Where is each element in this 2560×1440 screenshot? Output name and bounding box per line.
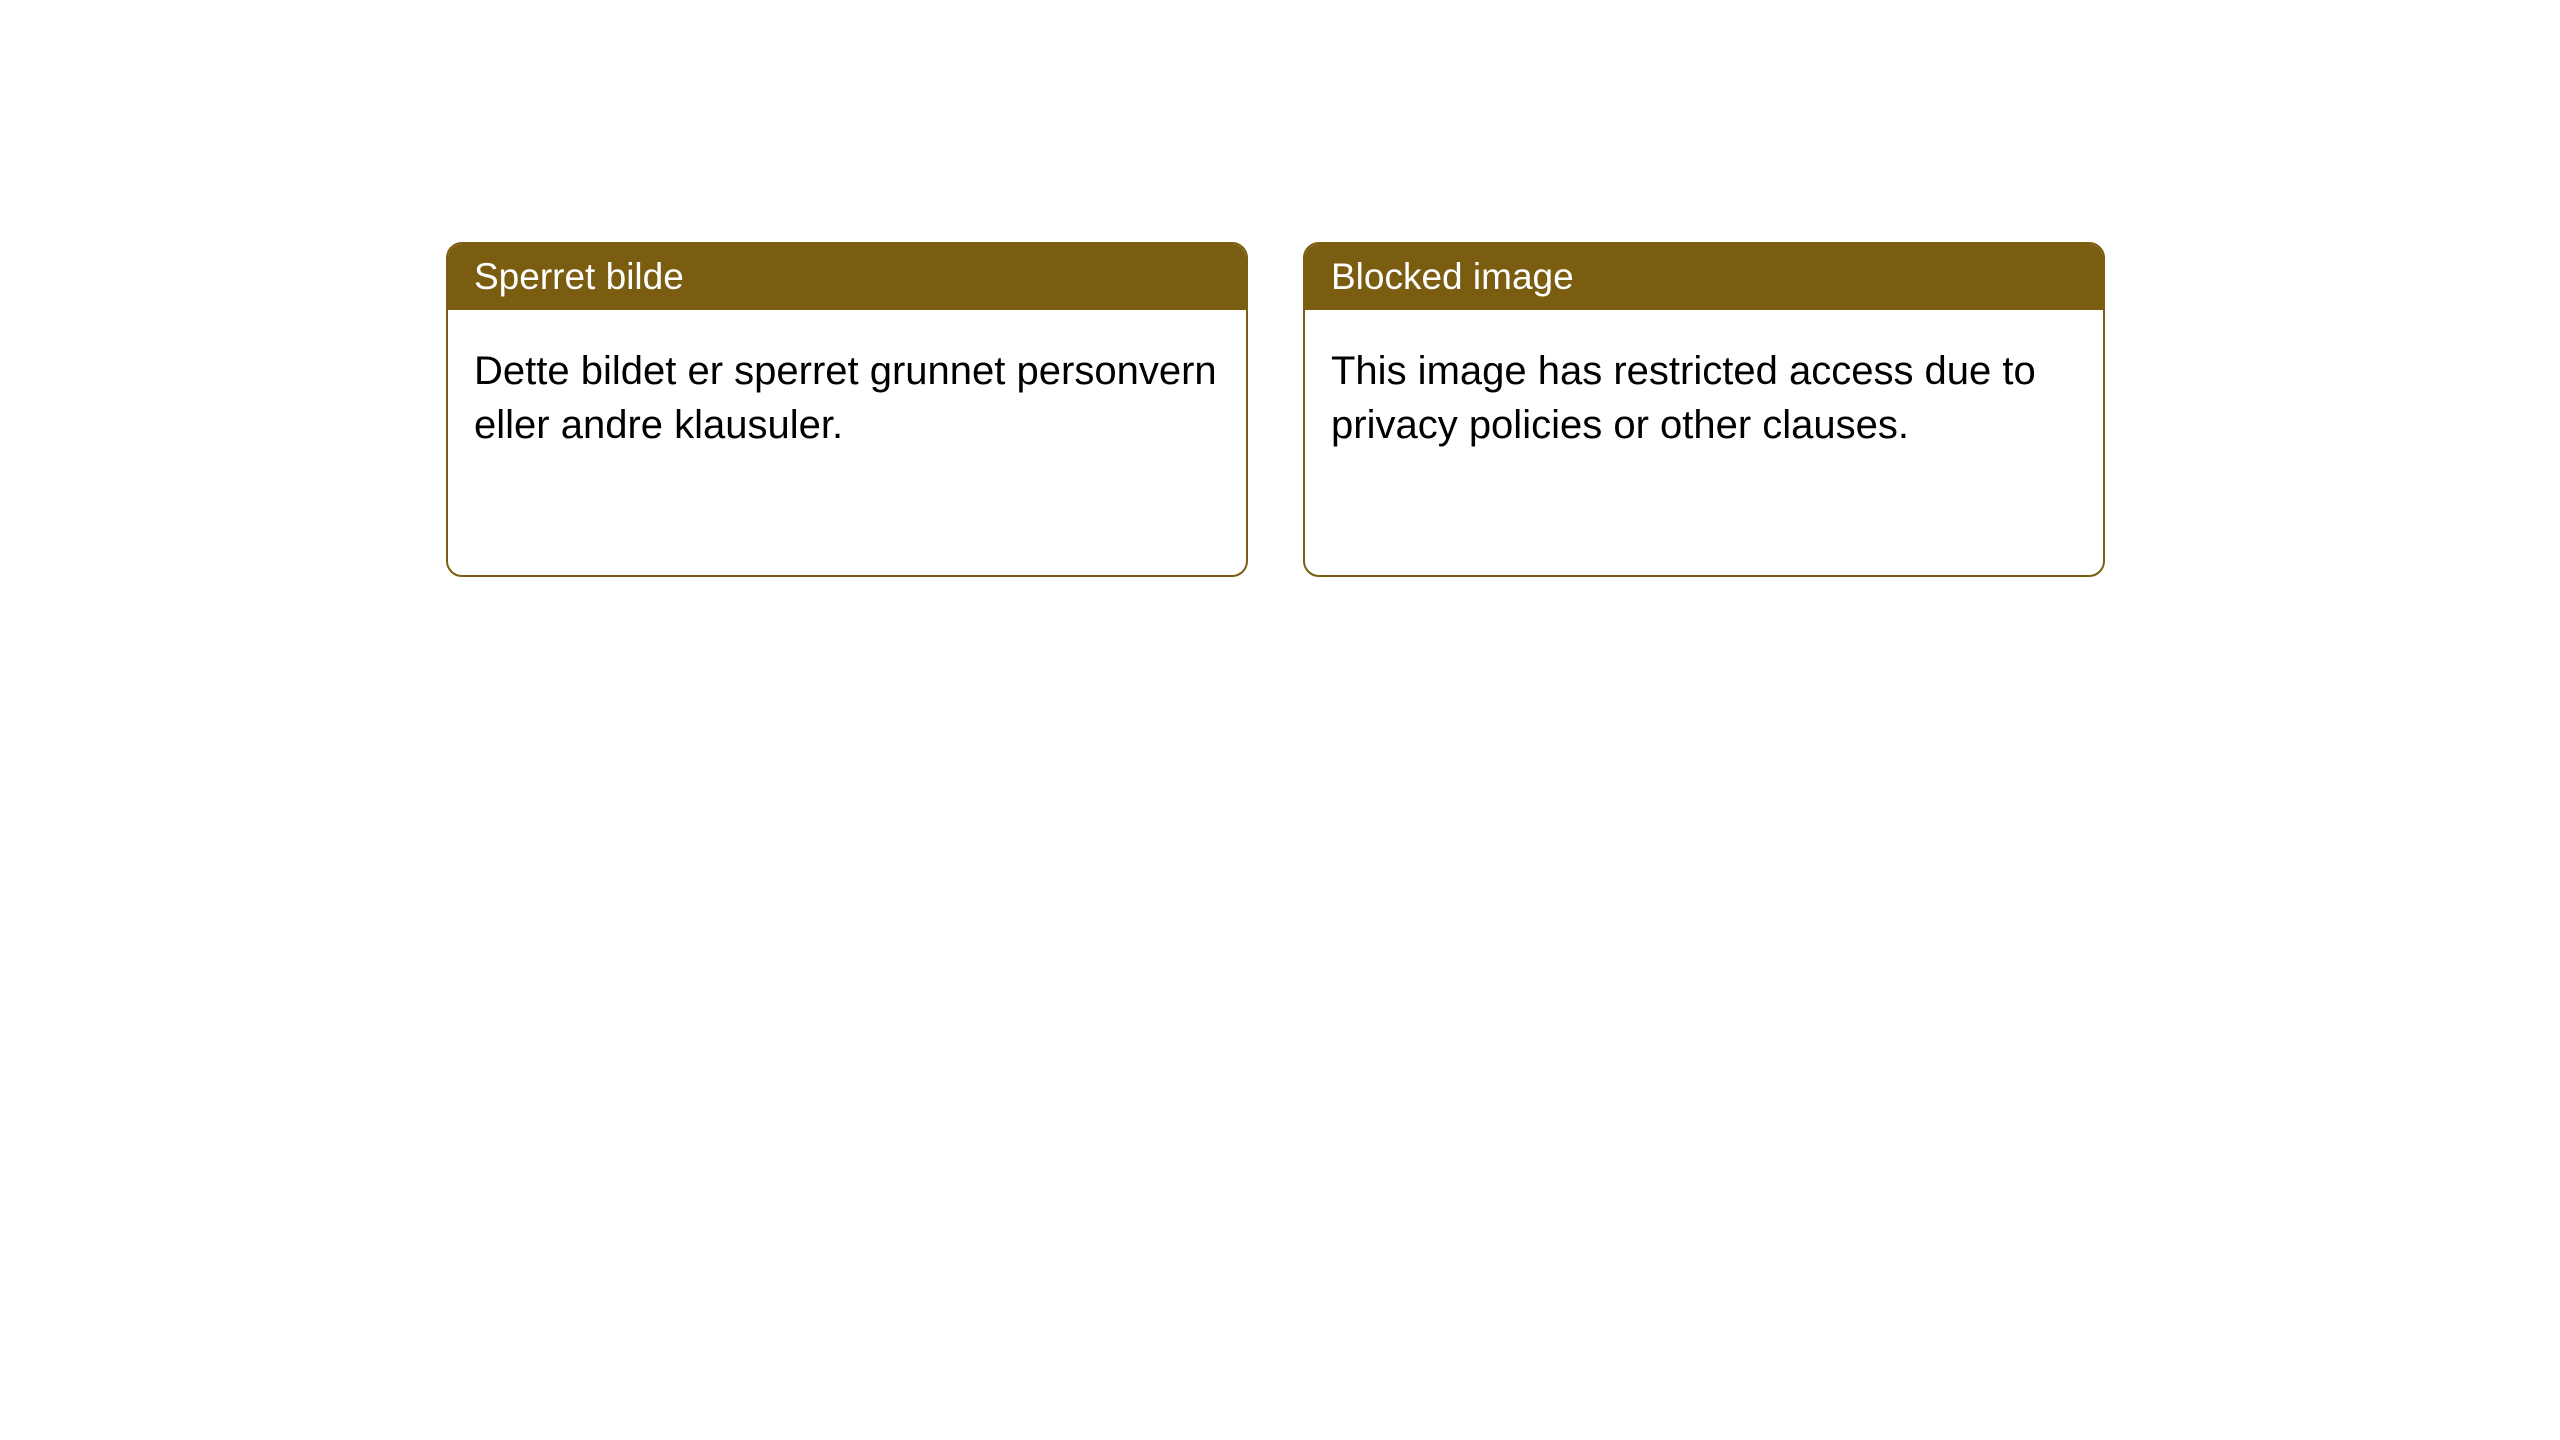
card-header-no: Sperret bilde xyxy=(448,244,1246,310)
card-body-en: This image has restricted access due to … xyxy=(1305,310,2103,486)
card-title-no: Sperret bilde xyxy=(474,256,684,297)
card-body-text-en: This image has restricted access due to … xyxy=(1331,349,2036,447)
cards-container: Sperret bilde Dette bildet er sperret gr… xyxy=(446,242,2105,577)
blocked-image-card-en: Blocked image This image has restricted … xyxy=(1303,242,2105,577)
card-header-en: Blocked image xyxy=(1305,244,2103,310)
card-body-text-no: Dette bildet er sperret grunnet personve… xyxy=(474,349,1217,447)
card-title-en: Blocked image xyxy=(1331,256,1574,297)
card-body-no: Dette bildet er sperret grunnet personve… xyxy=(448,310,1246,486)
blocked-image-card-no: Sperret bilde Dette bildet er sperret gr… xyxy=(446,242,1248,577)
